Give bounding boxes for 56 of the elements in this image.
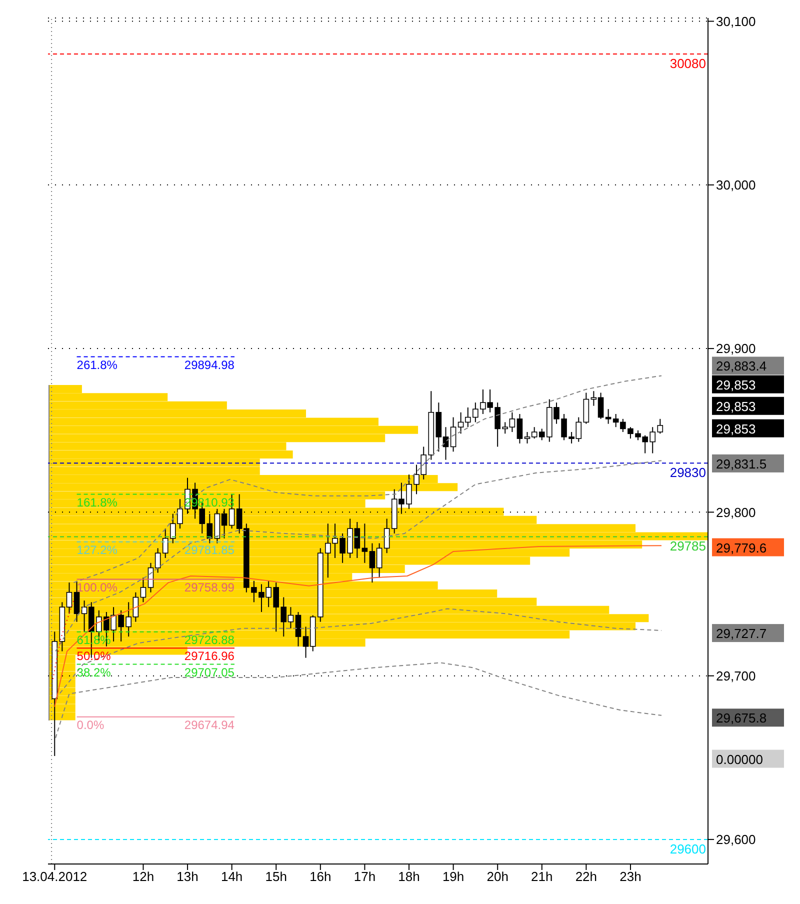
line-series	[55, 460, 662, 652]
series-label: 161.8%	[76, 495, 118, 510]
series-label: 100.0%	[76, 580, 118, 594]
candlestick	[362, 523, 368, 564]
ref-line-label: 29830	[670, 465, 706, 480]
y-tick-label: 29,600	[716, 832, 756, 848]
series-label: 261.8%	[76, 358, 118, 372]
x-tick-label: 13.04.2012	[22, 869, 88, 884]
x-tick-label: 16h	[310, 869, 332, 884]
series-label: 38.2%	[76, 665, 112, 680]
ref-line-label: 29600	[670, 841, 706, 856]
series-label: 127.2%	[76, 542, 118, 557]
data-label: 29894.98	[184, 358, 235, 372]
text: 29,727.7	[716, 626, 767, 642]
x-tick-label: 23h	[620, 869, 642, 884]
text: 29,831.5	[716, 456, 767, 472]
y-tick-label: 29,900	[716, 341, 756, 356]
data-label: 29781.85	[184, 542, 235, 557]
text: 29,675.8	[716, 710, 767, 726]
line-series	[55, 662, 662, 738]
x-tick-label: 13h	[176, 869, 198, 884]
candlestick	[140, 577, 146, 603]
text: 29,853	[716, 377, 756, 392]
candlestick	[516, 414, 523, 444]
x-tick-label: 21h	[531, 869, 553, 884]
text: 29,779.6	[716, 540, 767, 556]
text: 29,883.4	[716, 358, 767, 374]
y-tick-label: 30,100	[716, 14, 756, 29]
y-tick-label: 29,800	[716, 504, 756, 520]
candlestick	[583, 392, 590, 424]
x-tick-label: 19h	[442, 869, 464, 884]
data-label: 29726.88	[184, 632, 235, 647]
text: 29,853	[716, 398, 756, 414]
x-tick-label: 17h	[354, 869, 376, 884]
x-tick-label: 20h	[486, 869, 508, 884]
x-tick-label: 14h	[220, 869, 243, 884]
data-label: 29707.05	[184, 665, 235, 680]
candlestick	[384, 518, 390, 554]
data-label: 29758.99	[184, 580, 235, 594]
y-tick-label: 29,700	[716, 668, 756, 684]
candlestick	[295, 612, 302, 647]
line-series	[73, 375, 662, 584]
ref-line-label: 30080	[670, 56, 706, 71]
candlestick	[450, 416, 456, 452]
candlestick	[605, 408, 612, 424]
data-label: 29674.94	[184, 718, 235, 732]
data-label: 29716.96	[184, 649, 235, 664]
x-tick-label: 12h	[132, 869, 154, 884]
x-tick-label: 22h	[575, 869, 598, 884]
ref-line-label: 29785	[670, 538, 706, 554]
x-tick-label: 18h	[398, 869, 420, 884]
x-tick-label: 15h	[265, 869, 287, 884]
series-label: 0.0%	[76, 718, 104, 732]
text: 0.00000	[716, 752, 763, 767]
y-tick-label: 30,000	[716, 178, 756, 193]
text: 29,853	[716, 421, 756, 436]
